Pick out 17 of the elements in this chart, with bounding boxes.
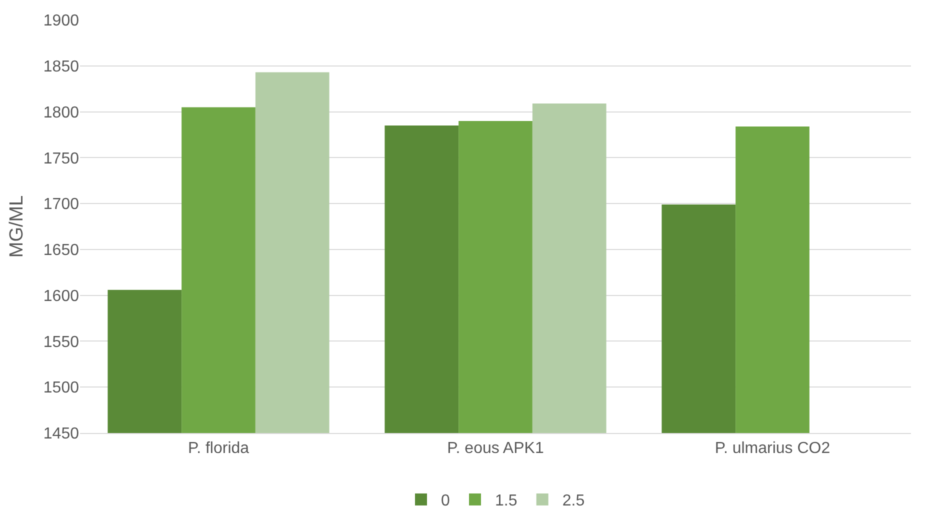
y-tick-label: 1800 (43, 104, 80, 122)
y-tick-label: 1750 (43, 150, 80, 168)
legend-label: 1.5 (495, 492, 518, 510)
y-tick-label: 1700 (43, 196, 80, 214)
y-tick-label: 1550 (43, 334, 80, 351)
legend-label: 2.5 (562, 492, 585, 510)
y-tick-label: 1500 (43, 380, 80, 397)
y-tick-label: 1600 (43, 288, 80, 305)
x-tick-label: P. ulmarius CO2 (714, 440, 830, 458)
y-tick-label: 1850 (43, 58, 80, 76)
x-tick-label: P. florida (188, 440, 250, 458)
y-tick-label: 1650 (43, 242, 80, 260)
y-tick-label: 1450 (43, 426, 80, 443)
x-tick-label: P. eous APK1 (447, 440, 544, 458)
legend-label: 0 (441, 492, 450, 510)
y-tick-label: 1900 (43, 12, 80, 30)
y-axis-title: MG/ML (6, 195, 28, 258)
